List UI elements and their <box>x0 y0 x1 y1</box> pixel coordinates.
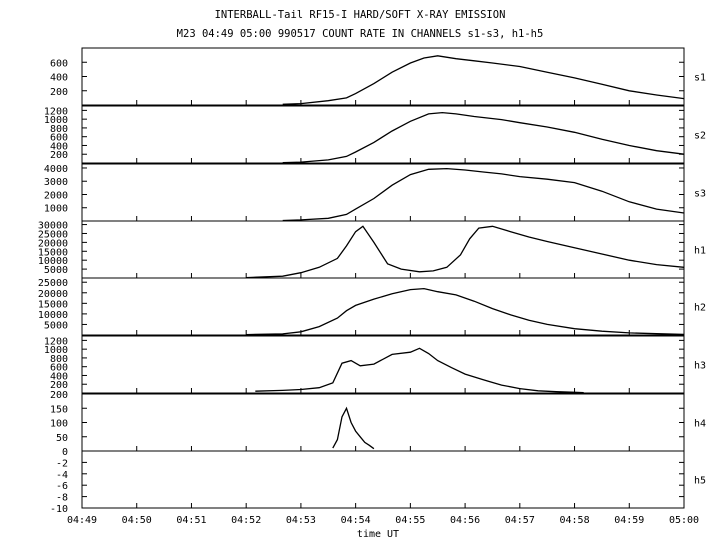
ytick-label-h2-1: 10000 <box>38 310 68 321</box>
series-line-h1 <box>246 225 685 279</box>
series-line-h4 <box>332 406 375 450</box>
xtick-label-9: 04:58 <box>559 515 589 526</box>
channel-label-s3: s3 <box>694 189 706 200</box>
ytick-label-s2-2: 600 <box>50 133 68 144</box>
channel-label-s2: s2 <box>694 131 706 142</box>
channel-label-h2: h2 <box>694 303 706 314</box>
panel-frame-s2 <box>81 105 685 164</box>
ytick-label-s3-2: 3000 <box>44 177 68 188</box>
panel-frame-s1 <box>81 47 685 106</box>
xtick-label-10: 04:59 <box>614 515 644 526</box>
series-line-h3 <box>255 347 584 394</box>
xtick-label-11: 05:00 <box>669 515 699 526</box>
ytick-label-h1-5: 30000 <box>38 221 68 232</box>
xtick-label-5: 04:54 <box>341 515 371 526</box>
ytick-label-h5-0: -10 <box>50 504 68 515</box>
channel-label-h4: h4 <box>694 419 706 430</box>
ytick-label-s2-4: 1000 <box>44 115 68 126</box>
x-axis-label: time UT <box>357 529 399 540</box>
xtick-label-2: 04:51 <box>176 515 206 526</box>
ytick-label-h3-5: 1200 <box>44 336 68 347</box>
xtick-label-4: 04:53 <box>286 515 316 526</box>
channel-label-h1: h1 <box>694 246 706 257</box>
panel-h4: 50 100 150 200 h4 <box>50 390 706 452</box>
panel-s1: 200 400 600 s1 <box>50 47 706 106</box>
ytick-label-s3-1: 2000 <box>44 190 68 201</box>
xtick-label-7: 04:56 <box>450 515 480 526</box>
panel-frame-h1 <box>81 220 685 279</box>
ytick-label-h5-4: -2 <box>56 458 68 469</box>
panel-frame-h4 <box>81 393 685 452</box>
series-line-s2 <box>282 111 685 164</box>
ytick-label-h1-2: 15000 <box>38 247 68 258</box>
ytick-label-s2-0: 200 <box>50 150 68 161</box>
xtick-label-0: 04:49 <box>67 515 97 526</box>
xtick-label-8: 04:57 <box>505 515 535 526</box>
ytick-label-h5-5: 0 <box>62 447 68 458</box>
ytick-label-s1-1: 400 <box>50 73 68 84</box>
ytick-label-s3-0: 1000 <box>44 204 68 215</box>
ytick-label-s3-3: 4000 <box>44 164 68 175</box>
series-line-h2 <box>246 287 685 336</box>
ytick-label-h1-0: 5000 <box>44 265 68 276</box>
panel-frame-h2 <box>81 277 685 336</box>
ytick-label-h3-3: 800 <box>50 354 68 365</box>
xtick-label-3: 04:52 <box>231 515 261 526</box>
panel-h5: -10-8-6-4-20 h5 <box>50 447 706 515</box>
channel-label-h5: h5 <box>694 476 706 487</box>
ytick-label-h3-0: 200 <box>50 380 68 391</box>
ytick-label-h5-2: -6 <box>56 481 68 492</box>
ytick-label-h2-3: 20000 <box>38 289 68 300</box>
ytick-label-h3-4: 1000 <box>44 345 68 356</box>
ytick-label-h2-4: 25000 <box>38 278 68 289</box>
ytick-label-h1-4: 25000 <box>38 229 68 240</box>
chart-title: INTERBALL-Tail RF15-I HARD/SOFT X-RAY EM… <box>215 9 506 21</box>
ytick-label-h4-3: 200 <box>50 390 68 401</box>
channel-label-s1: s1 <box>694 73 706 84</box>
channel-label-h3: h3 <box>694 361 706 372</box>
panel-frame-h3 <box>81 335 685 394</box>
series-line-s3 <box>282 167 685 222</box>
ytick-label-s1-0: 200 <box>50 87 68 98</box>
ytick-label-h4-0: 50 <box>56 433 68 444</box>
xtick-label-1: 04:50 <box>122 515 152 526</box>
ytick-label-h1-3: 20000 <box>38 238 68 249</box>
ytick-label-h1-1: 10000 <box>38 256 68 267</box>
ytick-label-s2-1: 400 <box>50 141 68 152</box>
ytick-label-h3-1: 400 <box>50 371 68 382</box>
xtick-label-6: 04:55 <box>395 515 425 526</box>
ytick-label-h5-3: -4 <box>56 470 68 481</box>
panel-s3: 1000 2000 3000 4000 s3 <box>44 163 706 222</box>
series-line-s1 <box>282 55 685 105</box>
ytick-label-h2-0: 5000 <box>44 320 68 331</box>
ytick-label-s2-3: 800 <box>50 124 68 135</box>
chart-subtitle: M23 04:49 05:00 990517 COUNT RATE IN CHA… <box>177 28 544 40</box>
ytick-label-s2-5: 1200 <box>44 106 68 117</box>
ytick-label-s1-2: 600 <box>50 58 68 69</box>
ytick-label-h4-1: 100 <box>50 419 68 430</box>
panel-frame-h5 <box>81 450 685 509</box>
ytick-label-h5-1: -8 <box>56 493 68 504</box>
ytick-label-h4-2: 150 <box>50 404 68 415</box>
ytick-label-h2-2: 15000 <box>38 299 68 310</box>
ytick-label-h3-2: 600 <box>50 363 68 374</box>
